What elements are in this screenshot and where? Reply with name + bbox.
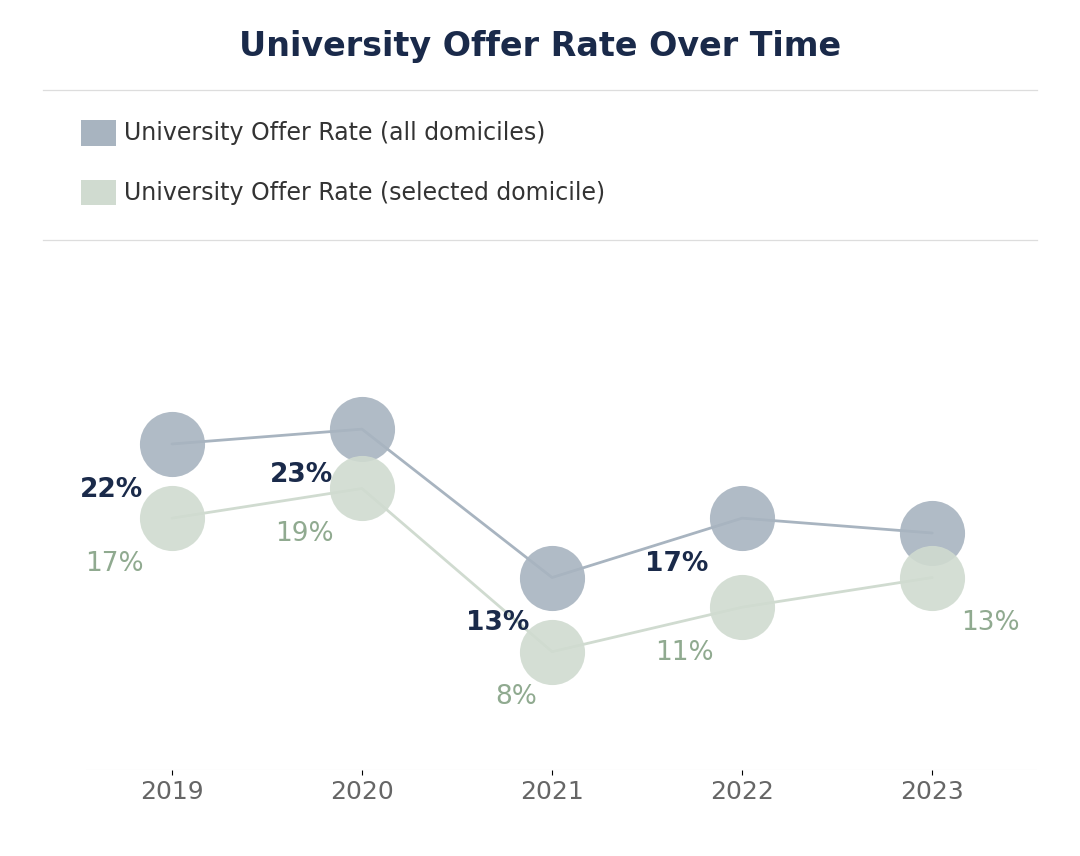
Point	[163, 511, 180, 525]
Text: 23%: 23%	[270, 461, 334, 488]
Point	[543, 571, 561, 585]
Point	[923, 571, 941, 585]
Point	[543, 645, 561, 658]
Point	[353, 482, 370, 496]
Text: 22%: 22%	[80, 477, 144, 502]
Text: University Offer Rate Over Time: University Offer Rate Over Time	[239, 30, 841, 63]
Text: 13%: 13%	[465, 610, 529, 636]
Point	[353, 422, 370, 436]
Text: 17%: 17%	[645, 550, 708, 577]
Point	[163, 437, 180, 451]
Text: 8%: 8%	[495, 684, 537, 710]
Text: University Offer Rate (all domiciles): University Offer Rate (all domiciles)	[124, 121, 545, 145]
Text: 11%: 11%	[656, 639, 714, 666]
Point	[733, 511, 751, 525]
Text: 17%: 17%	[85, 550, 144, 577]
Text: 19%: 19%	[275, 521, 334, 547]
Text: University Offer Rate (selected domicile): University Offer Rate (selected domicile…	[124, 181, 605, 205]
Text: 13%: 13%	[961, 610, 1020, 636]
Point	[733, 600, 751, 614]
Point	[923, 526, 941, 540]
